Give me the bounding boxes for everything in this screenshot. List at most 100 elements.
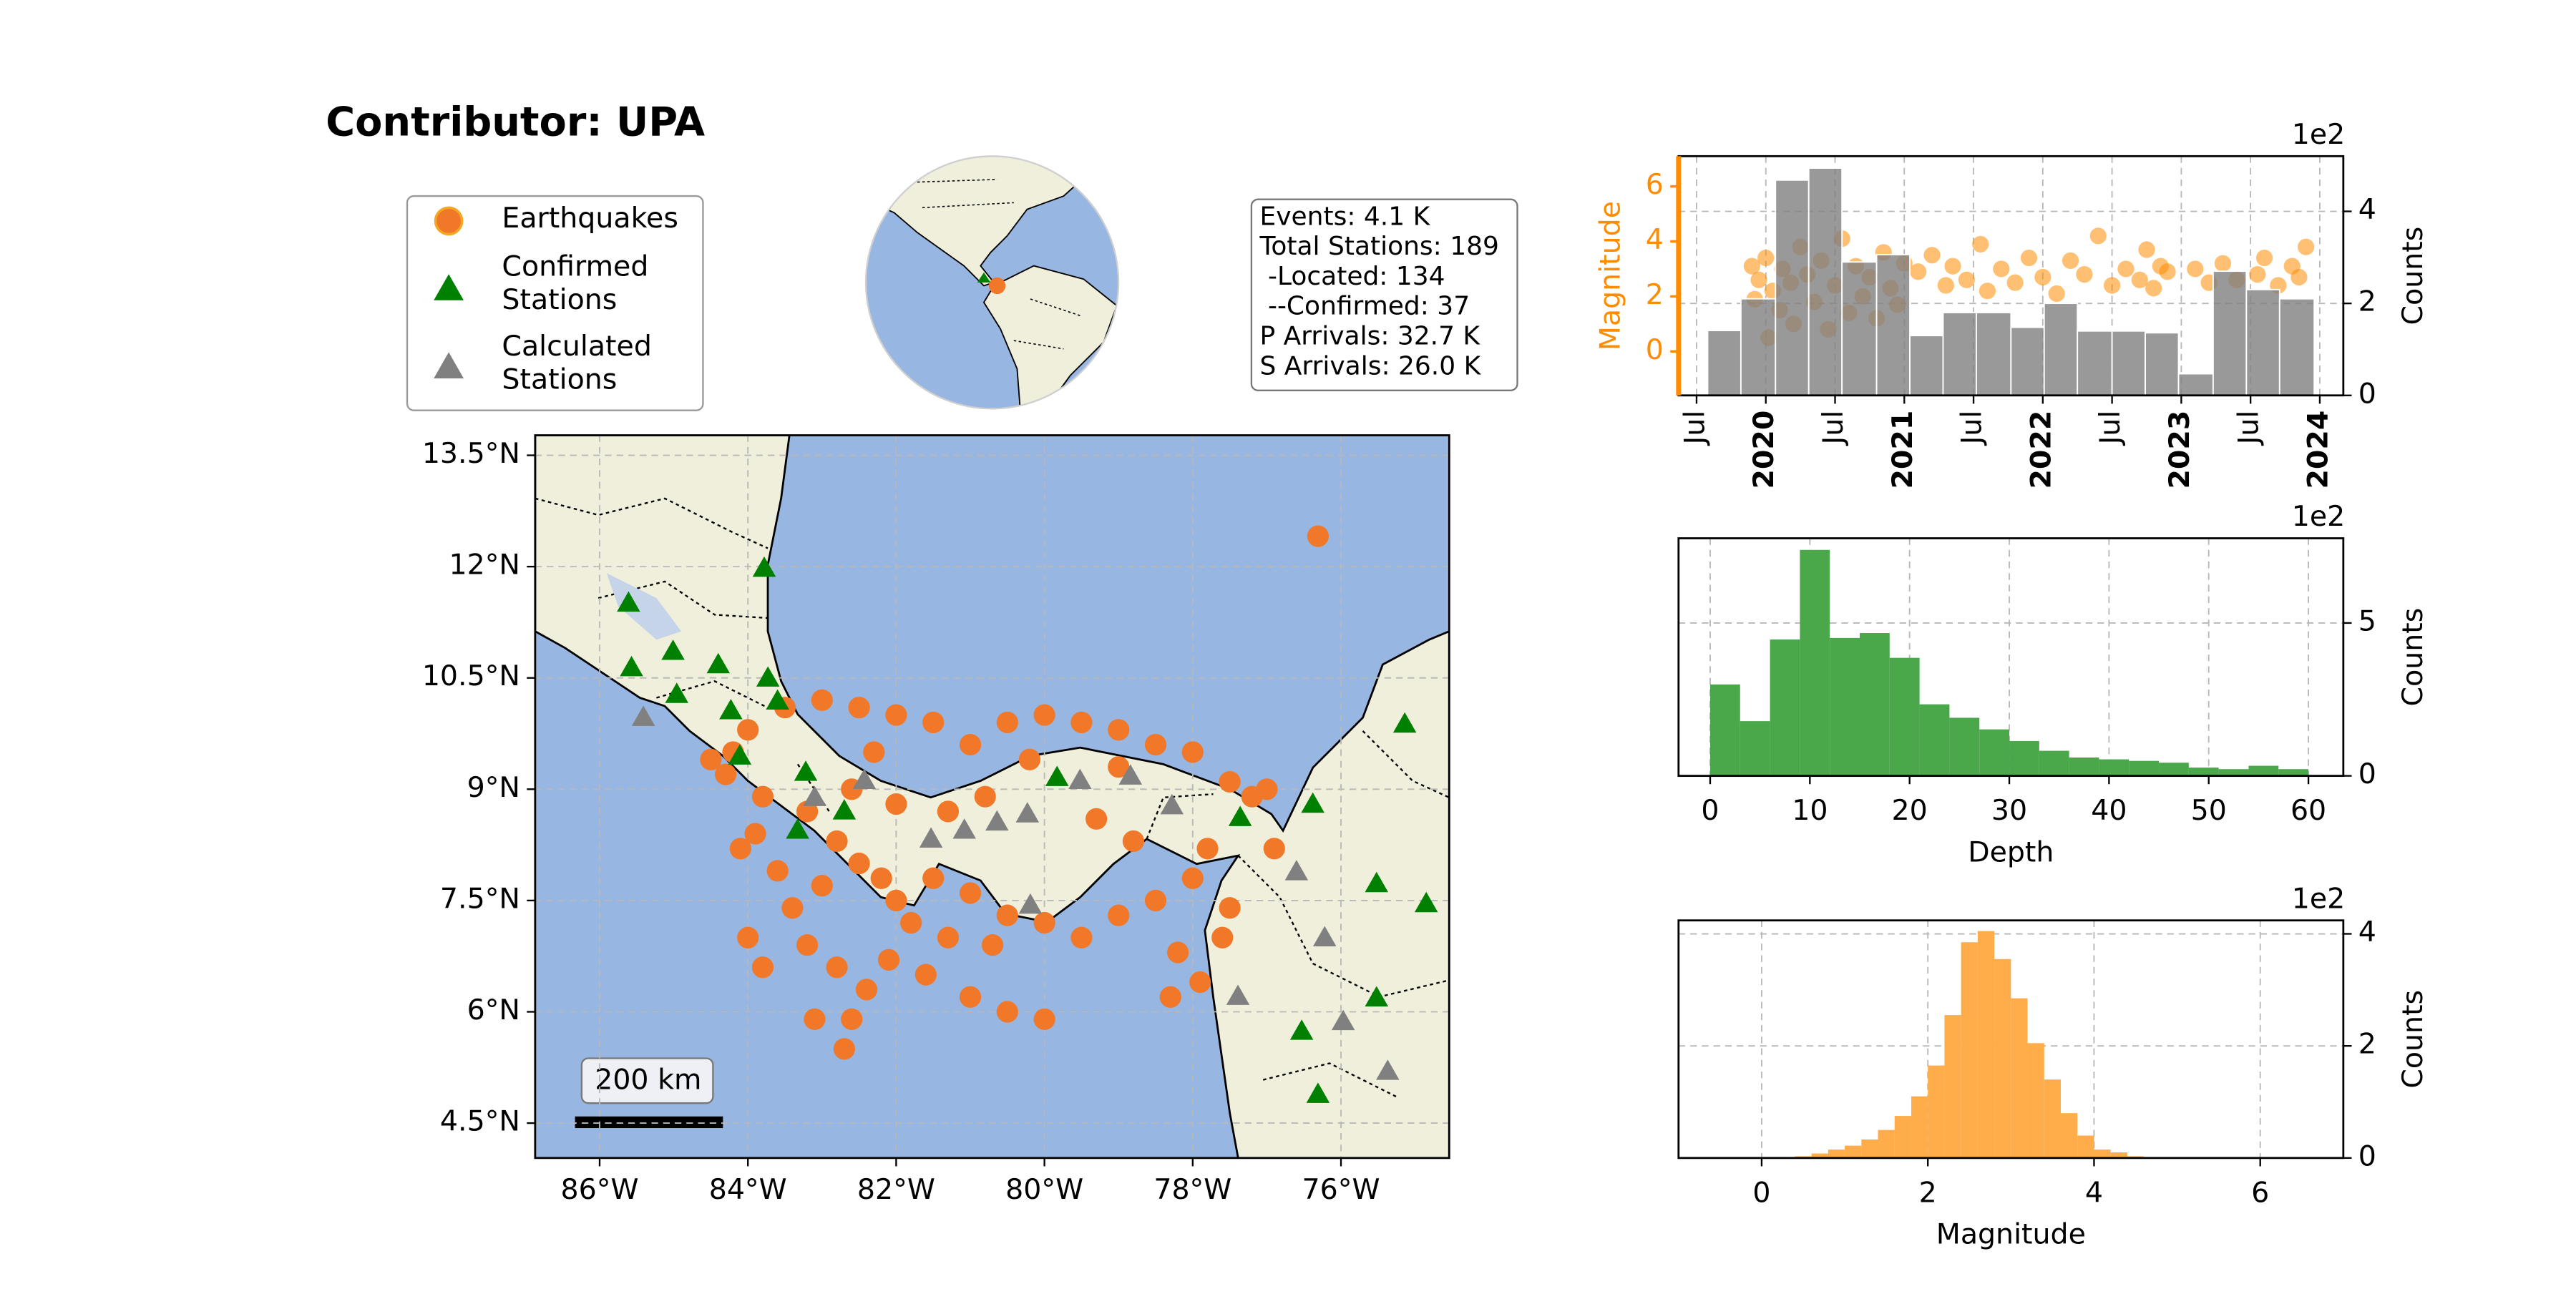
magnitude-point [1979,283,1996,300]
earthquake [959,882,982,904]
earthquake [982,934,1004,956]
magnitude-point [1937,277,1954,294]
x-tick-label: 76°W [1302,1173,1380,1206]
earthquake [796,934,819,956]
legend-label: Calculated Stations [502,330,652,398]
histogram-bar [1949,717,1980,776]
count-bar [1942,312,1977,396]
magnitude-point [2249,266,2266,283]
x-tick-label: 2023 [2163,411,2196,489]
earthquake [848,852,870,875]
earthquake [900,911,922,934]
histogram-bar [1979,729,2010,776]
earthquake [1108,756,1130,778]
count-bar [1807,167,1843,396]
earthquake [1033,1008,1055,1030]
earthquake [863,741,885,763]
magnitude-point [1750,271,1767,288]
earthquake [729,838,751,860]
histogram-bar [2159,763,2189,776]
y-tick-label: 12°N [449,549,519,582]
earthquake [870,867,892,889]
station [1228,805,1252,826]
count-bar [1775,179,1810,396]
x-tick-label: 10 [1792,794,1828,827]
earthquake [1307,525,1330,547]
y-tick-label: 4.5°N [440,1105,520,1138]
earthquake [885,889,907,911]
earthquake [848,697,870,719]
magnitude-point [2103,277,2121,294]
x-tick-label: 2021 [1886,411,1919,489]
magnitude-point [2089,227,2107,245]
x-tick-label: 60 [2290,794,2326,827]
magnitude-point [2020,249,2038,267]
count-bar [2212,270,2248,396]
histogram-bar [1878,1129,1895,1158]
earthquake [914,964,937,986]
station [803,785,826,806]
earthquake [885,704,907,726]
legend-marker [434,206,464,236]
earthquake [781,897,804,919]
magnitude-point [2297,238,2315,255]
y-tick-label: 0 [1646,333,1664,366]
legend-label: Confirmed Stations [502,251,648,318]
station [766,689,789,710]
histogram-bar [1800,549,1830,776]
histogram-bar [1861,1139,1878,1158]
station [1312,926,1337,946]
histogram-bar [1961,942,1978,1158]
info-line: --Confirmed: 37 [1260,292,1470,321]
histogram-bar [1919,704,1950,776]
earthquake [996,711,1018,734]
histogram-bar [1894,1116,1911,1158]
magnitude-point [2187,260,2204,278]
x-tick-label: Jul [1817,411,1850,447]
count-bar [1875,254,1911,396]
map-layer [535,435,1450,1158]
station [1068,768,1092,790]
earthquake [1144,889,1167,911]
histogram-bar [1740,721,1770,776]
earthquake [922,867,945,889]
station [985,810,1009,831]
earthquake [826,830,848,853]
y-tick-label: 13.5°N [422,437,520,470]
histogram-bar [1889,657,1920,776]
y-tick-label: 10.5°N [422,660,520,692]
earthquake [1167,941,1189,964]
earthquake [1256,778,1278,800]
histogram-bar [2278,769,2309,776]
histogram-bar [2188,768,2219,776]
info-line: P Arrivals: 32.7 K [1260,321,1481,351]
earthquake [996,1001,1018,1023]
magnitude-point [1910,263,1927,280]
y-tick-label: 9°N [467,771,520,804]
histogram-bar [2110,1152,2127,1158]
count-bar [1740,298,1777,396]
earthquake [1159,986,1181,1008]
count-bar [2177,373,2214,396]
x-tick-label: Jul [2233,411,2265,447]
earthquake [1108,719,1130,741]
y-tick-label: 2 [1646,278,1664,311]
earthquake [751,785,774,808]
earthquake [841,1008,863,1030]
y-tick-label: 4 [1646,223,1664,256]
earthquake [1018,748,1040,770]
axes-frame [1677,537,2345,778]
y-axis-label: Magnitude [1594,201,1626,351]
x-tick-label: 30 [1991,794,2027,827]
histogram-bar [1770,639,1800,776]
legend-text: Calculated Stations [502,330,652,398]
x-tick-label: 0 [1752,1176,1770,1209]
x-tick-label: Jul [1678,411,1711,447]
earthquake [700,748,722,770]
magnitude-point [2255,249,2273,267]
histogram-bar [1928,1065,1945,1158]
earthquake [937,926,960,949]
station [706,652,731,674]
station [1392,712,1417,733]
station [719,699,743,720]
